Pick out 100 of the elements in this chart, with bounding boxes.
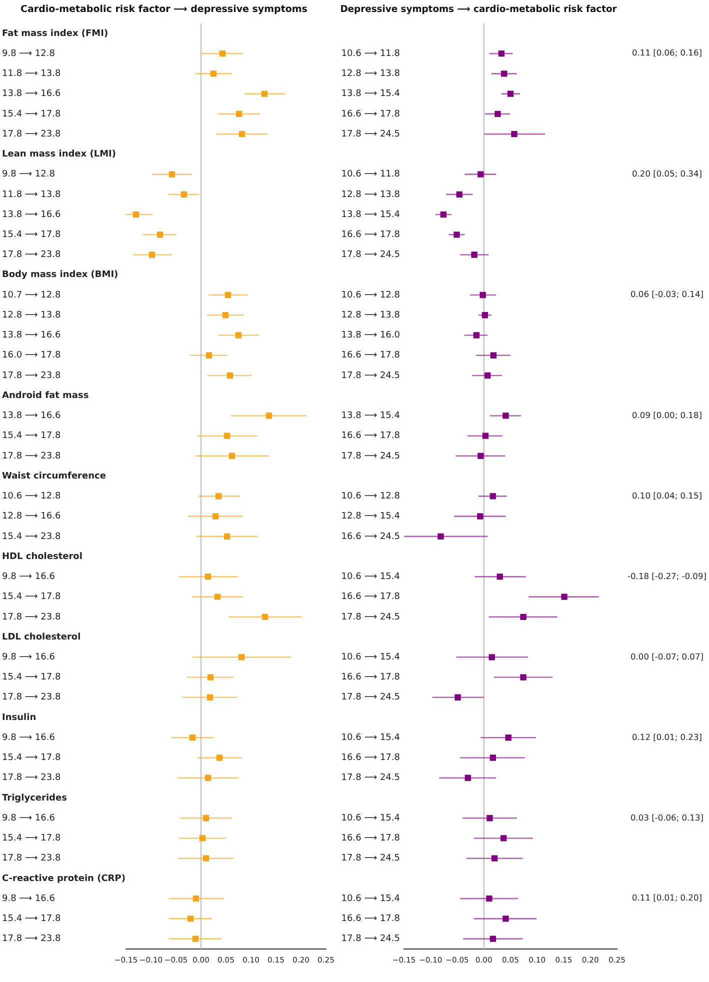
point xyxy=(456,191,462,198)
point xyxy=(440,211,446,218)
y-tick-label: 13.8 ⟶ 16.6 xyxy=(2,330,61,341)
y-tick-label: 17.8 ⟶ 24.5 xyxy=(341,854,400,864)
y-tick-label: LDL cholesterol xyxy=(2,632,81,642)
point xyxy=(498,50,505,57)
y-tick-label: 9.8 ⟶ 12.8 xyxy=(2,170,56,180)
point xyxy=(224,533,230,540)
y-tick-label: Body mass index (BMI) xyxy=(2,270,118,280)
y-tick-label: 13.8 ⟶ 15.4 xyxy=(341,411,400,422)
y-tick-label: 16.6 ⟶ 17.8 xyxy=(341,592,400,602)
point xyxy=(204,574,212,580)
y-tick-label: 17.8 ⟶ 23.8 xyxy=(2,451,61,462)
point xyxy=(490,493,496,500)
y-tick-label: 17.8 ⟶ 23.8 xyxy=(2,773,61,784)
point xyxy=(520,614,526,620)
point xyxy=(224,292,232,298)
point xyxy=(502,916,509,922)
point xyxy=(192,896,200,902)
point xyxy=(480,292,486,298)
y-tick-label: 17.8 ⟶ 23.8 xyxy=(2,934,61,944)
y-tick-label: 15.4 ⟶ 17.8 xyxy=(2,109,61,120)
point xyxy=(148,252,156,258)
y-tick-label: 9.8 ⟶ 16.6 xyxy=(2,732,56,743)
point xyxy=(238,654,245,660)
point xyxy=(214,594,221,600)
y-tick-label: 13.8 ⟶ 16.6 xyxy=(2,210,61,220)
y-tick-label: 11.8 ⟶ 13.8 xyxy=(2,69,61,80)
y-tick-label: 16.6 ⟶ 17.8 xyxy=(341,109,400,120)
point xyxy=(212,513,219,520)
point xyxy=(180,191,188,198)
y-tick-label: 11.8 ⟶ 13.8 xyxy=(2,190,61,200)
point xyxy=(520,674,526,680)
point xyxy=(502,412,509,419)
point xyxy=(482,312,488,318)
y-tick-label: 17.8 ⟶ 23.8 xyxy=(2,370,61,381)
y-tick-label: 16.6 ⟶ 17.8 xyxy=(341,431,400,442)
point xyxy=(507,90,514,97)
y-tick-label: 12.8 ⟶ 13.8 xyxy=(341,69,400,80)
point xyxy=(484,372,491,379)
y-tick-label: 15.4 ⟶ 17.8 xyxy=(2,914,61,924)
y-tick-label: 17.8 ⟶ 23.8 xyxy=(2,854,61,864)
point xyxy=(471,252,478,258)
point xyxy=(464,774,471,781)
y-tick-label: 15.4 ⟶ 23.8 xyxy=(2,532,61,542)
point xyxy=(482,432,489,439)
y-tick-label: HDL cholesterol xyxy=(2,552,82,562)
point xyxy=(490,936,496,942)
y-tick-label: Waist circumference xyxy=(2,471,106,482)
point xyxy=(262,614,268,620)
y-tick-label: 16.6 ⟶ 17.8 xyxy=(341,753,400,764)
point xyxy=(496,574,503,580)
y-tick-label: 16.6 ⟶ 17.8 xyxy=(341,350,400,361)
point xyxy=(226,372,234,379)
chart-title: Cardio-metabolic risk factor ⟶ depressive symptoms xyxy=(20,4,308,16)
point xyxy=(473,332,480,338)
point xyxy=(488,654,495,660)
y-tick-label: 10.6 ⟶ 15.4 xyxy=(341,572,400,582)
point xyxy=(261,90,268,97)
y-tick-label: 17.8 ⟶ 23.8 xyxy=(2,612,61,622)
y-tick-label: 12.8 ⟶ 16.6 xyxy=(2,512,61,522)
point xyxy=(477,513,484,520)
y-tick-label: 16.6 ⟶ 17.8 xyxy=(341,672,400,683)
point xyxy=(156,232,164,238)
y-tick-label: Android fat mass xyxy=(2,390,89,401)
y-tick-label: 15.4 ⟶ 17.8 xyxy=(2,753,61,764)
y-tick-label: 13.8 ⟶ 15.4 xyxy=(341,210,400,220)
text: 0.11 [0.01; 0.20] xyxy=(632,892,702,903)
y-tick-label: 10.7 ⟶ 12.8 xyxy=(2,290,61,300)
y-tick-label: 17.8 ⟶ 24.5 xyxy=(341,934,400,944)
point xyxy=(454,694,461,700)
y-tick-label: 17.8 ⟶ 23.8 xyxy=(2,129,61,140)
y-tick-label: Fat mass index (FMI) xyxy=(2,28,108,39)
y-tick-label: 16.6 ⟶ 17.8 xyxy=(341,834,400,844)
y-tick-label: 17.8 ⟶ 24.5 xyxy=(341,451,400,462)
y-tick-label: 15.4 ⟶ 17.8 xyxy=(2,834,61,844)
point xyxy=(438,533,444,540)
point xyxy=(206,694,214,700)
text: 0.06 [-0.03; 0.14] xyxy=(630,289,704,300)
y-tick-label: 10.6 ⟶ 15.4 xyxy=(341,813,400,824)
point xyxy=(132,211,140,218)
y-tick-label: C-reactive protein (CRP) xyxy=(2,874,126,884)
y-tick-label: 9.8 ⟶ 16.6 xyxy=(2,572,56,582)
text: 0.00 [-0.07; 0.07] xyxy=(630,651,704,662)
y-tick-label: 9.8 ⟶ 12.8 xyxy=(2,48,56,59)
text: 0.11 [0.06; 0.16] xyxy=(632,48,702,58)
y-tick-label: 13.8 ⟶ 15.4 xyxy=(341,89,400,100)
point xyxy=(491,855,498,862)
point xyxy=(478,171,484,178)
point xyxy=(219,50,226,57)
y-tick-label: 16.6 ⟶ 24.5 xyxy=(341,532,400,542)
point xyxy=(202,815,210,822)
text: -0.18 [-0.27; -0.09] xyxy=(628,570,706,581)
y-tick-label: 16.0 ⟶ 17.8 xyxy=(2,350,61,361)
y-tick-label: 15.4 ⟶ 17.8 xyxy=(2,592,61,602)
point xyxy=(189,734,196,741)
y-tick-label: 10.6 ⟶ 12.8 xyxy=(2,492,61,502)
text: 0.20 [0.05; 0.34] xyxy=(632,168,702,178)
y-tick-label: 12.8 ⟶ 15.4 xyxy=(341,512,400,522)
text: 0.12 [0.01; 0.23] xyxy=(632,732,702,742)
